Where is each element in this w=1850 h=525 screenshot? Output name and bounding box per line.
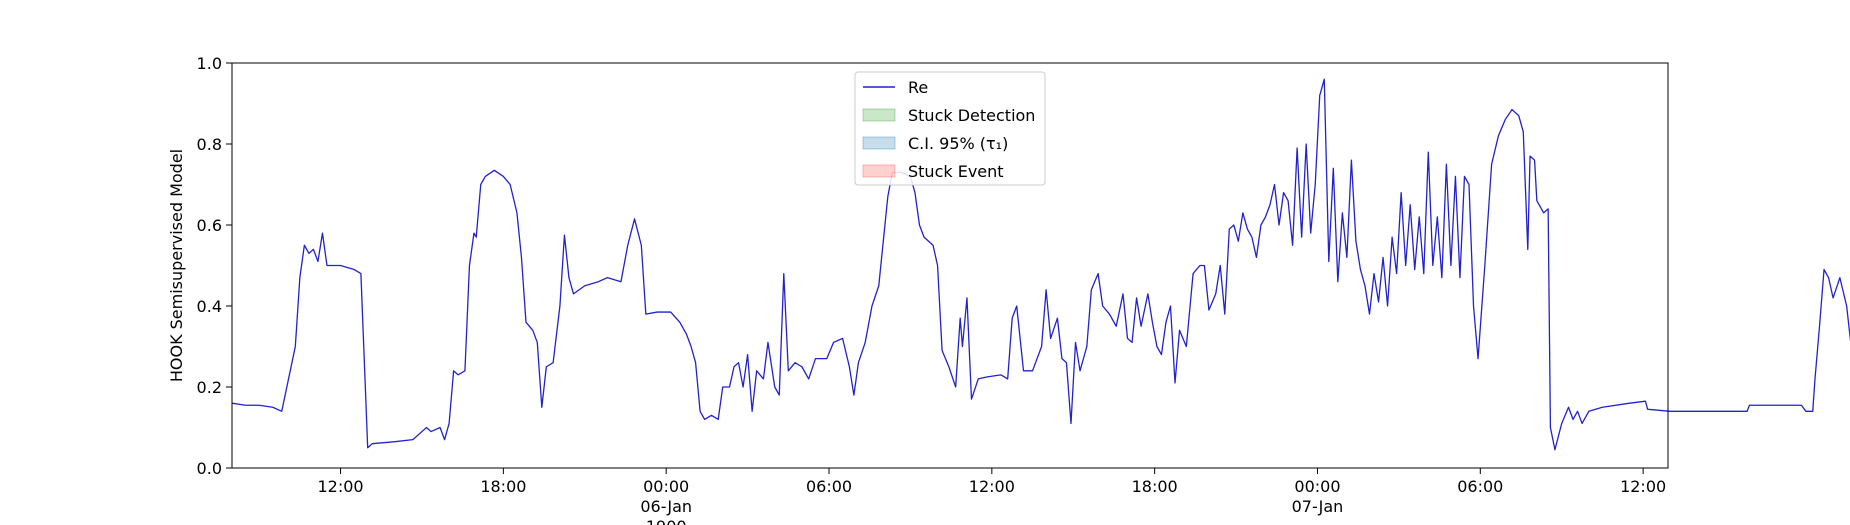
x-tick-label: 06:00 bbox=[806, 477, 852, 496]
legend-swatch-patch bbox=[862, 164, 896, 178]
x-tick-label: 1900 bbox=[646, 517, 687, 525]
legend-label: Stuck Event bbox=[908, 162, 1004, 181]
x-tick-label: 12:00 bbox=[317, 477, 363, 496]
x-tick-label: 18:00 bbox=[1132, 477, 1178, 496]
y-tick-label: 1.0 bbox=[197, 54, 222, 73]
x-tick-label: 06:00 bbox=[1457, 477, 1503, 496]
legend: Re Stuck Detection C.I. 95% (τ₁) Stuck Even… bbox=[854, 71, 1046, 186]
x-tick-label: 07-Jan bbox=[1292, 497, 1344, 516]
series-layer bbox=[231, 78, 1850, 451]
series-line-0 bbox=[231, 78, 1850, 451]
x-tick-label: 12:00 bbox=[969, 477, 1015, 496]
legend-box bbox=[854, 71, 1046, 186]
y-tick-label: 0.8 bbox=[197, 135, 222, 154]
y-axis-label: HOOK Semisupervised Model bbox=[167, 149, 186, 382]
y-axis: 0.0 0.2 0.4 0.6 0.8 1.0 bbox=[197, 54, 232, 478]
y-tick-label: 0.0 bbox=[197, 459, 222, 478]
legend-label: C.I. 95% (τ₁) bbox=[908, 134, 1008, 153]
legend-swatch-patch bbox=[862, 108, 896, 122]
y-tick-label: 0.2 bbox=[197, 378, 222, 397]
legend-swatch-patch bbox=[862, 136, 896, 150]
x-axis: 12:0018:0000:0006-Jan190006:0012:0018:00… bbox=[317, 468, 1666, 525]
y-tick-label: 0.6 bbox=[197, 216, 222, 235]
legend-label: Re bbox=[908, 78, 928, 97]
x-tick-label: 06-Jan bbox=[640, 497, 692, 516]
y-tick-label: 0.4 bbox=[197, 297, 222, 316]
plot-frame bbox=[231, 62, 1669, 469]
legend-label: Stuck Detection bbox=[908, 106, 1035, 125]
x-tick-label: 00:00 bbox=[1294, 477, 1340, 496]
x-tick-label: 12:00 bbox=[1620, 477, 1666, 496]
x-tick-label: 18:00 bbox=[480, 477, 526, 496]
x-tick-label: 00:00 bbox=[643, 477, 689, 496]
